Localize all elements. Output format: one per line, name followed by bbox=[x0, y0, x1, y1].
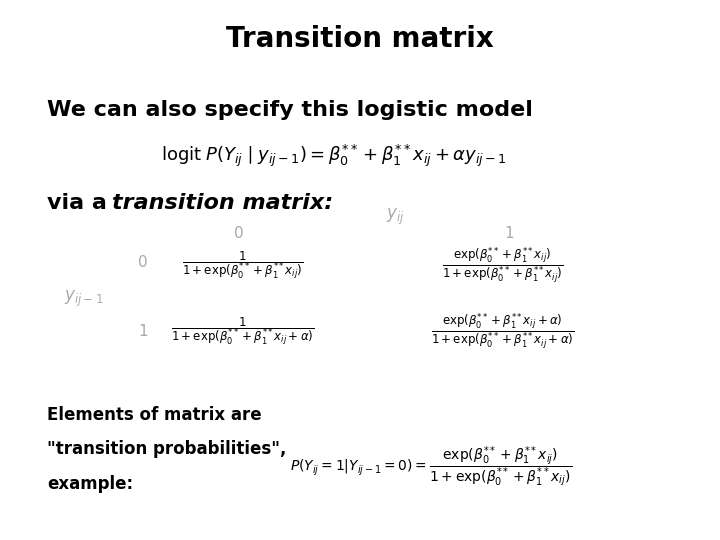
Text: Transition matrix: Transition matrix bbox=[226, 25, 494, 53]
Text: $y_{ij}$: $y_{ij}$ bbox=[386, 207, 405, 227]
Text: $P(Y_{ij}=1|Y_{ij-1}=0) = \dfrac{\exp(\beta_0^{**}+\beta_1^{**}x_{ij})}{1+\exp(\: $P(Y_{ij}=1|Y_{ij-1}=0) = \dfrac{\exp(\b… bbox=[290, 444, 572, 489]
Text: $y_{ij-1}$: $y_{ij-1}$ bbox=[64, 289, 104, 309]
Text: 0: 0 bbox=[234, 226, 244, 241]
Text: "transition probabilities",: "transition probabilities", bbox=[47, 440, 287, 458]
Text: $\dfrac{\exp(\beta_0^{**}+\beta_1^{**}x_{ij})}{1+\exp(\beta_0^{**}+\beta_1^{**}x: $\dfrac{\exp(\beta_0^{**}+\beta_1^{**}x_… bbox=[441, 245, 563, 285]
Text: 1: 1 bbox=[505, 226, 514, 241]
Text: Elements of matrix are: Elements of matrix are bbox=[47, 406, 261, 423]
Text: transition matrix:: transition matrix: bbox=[112, 193, 333, 213]
Text: $\dfrac{1}{1+\exp(\beta_0^{**}+\beta_1^{**}x_{ij}+\alpha)}$: $\dfrac{1}{1+\exp(\beta_0^{**}+\beta_1^{… bbox=[171, 315, 315, 347]
Text: via a: via a bbox=[47, 193, 114, 213]
Text: $\dfrac{1}{1+\exp(\beta_0^{**}+\beta_1^{**}x_{ij})}$: $\dfrac{1}{1+\exp(\beta_0^{**}+\beta_1^{… bbox=[182, 249, 303, 281]
Text: 1: 1 bbox=[138, 323, 148, 339]
Text: We can also specify this logistic model: We can also specify this logistic model bbox=[47, 100, 533, 120]
Text: $\mathrm{logit}\; P(Y_{ij} \mid y_{ij-1}) = \beta_0^{**} + \beta_1^{**} x_{ij} +: $\mathrm{logit}\; P(Y_{ij} \mid y_{ij-1}… bbox=[161, 143, 506, 168]
Text: 0: 0 bbox=[138, 254, 148, 269]
Text: example:: example: bbox=[47, 475, 133, 492]
Text: $\dfrac{\exp(\beta_0^{**}+\beta_1^{**}x_{ij}+\alpha)}{1+\exp(\beta_0^{**}+\beta_: $\dfrac{\exp(\beta_0^{**}+\beta_1^{**}x_… bbox=[431, 311, 574, 351]
